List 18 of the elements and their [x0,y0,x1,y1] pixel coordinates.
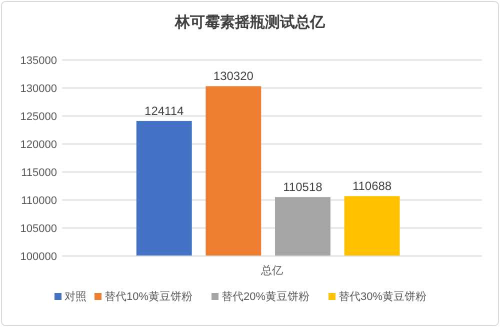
data-label: 110518 [283,180,323,194]
y-tick-label: 125000 [20,111,57,123]
data-label: 130320 [213,69,254,84]
legend-label: 替代30%黄豆饼粉 [338,290,427,303]
data-label: 110688 [352,179,392,194]
chart-title: 林可霉素摇瓶测试总亿 [174,14,326,31]
y-tick-label: 130000 [20,83,57,95]
y-tick-label: 100000 [20,251,57,263]
data-label: 124114 [144,104,184,118]
y-tick-label: 135000 [20,55,57,67]
legend-label: 替代10%黄豆饼粉 [104,290,193,303]
y-tick-label: 115000 [21,167,57,179]
legend-label: 替代20%黄豆饼粉 [222,290,310,303]
x-tick-label: 总亿 [260,264,283,277]
y-tick-label: 110000 [21,195,57,207]
y-tick-label: 120000 [20,139,57,151]
y-tick-label: 105000 [20,223,57,235]
legend-label: 对照 [64,290,86,303]
